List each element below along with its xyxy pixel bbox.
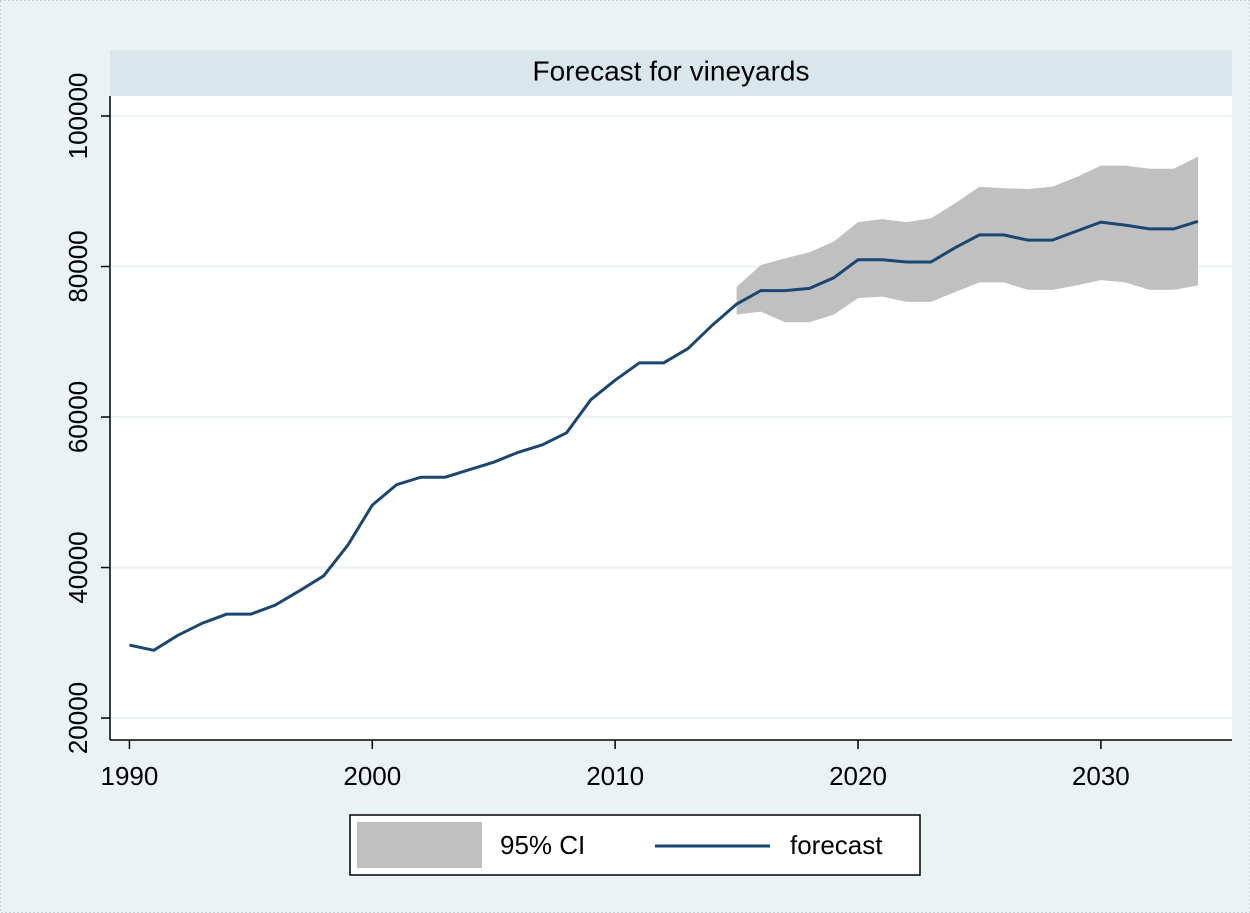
y-tick-label: 60000	[63, 381, 93, 453]
x-tick-label: 2000	[343, 761, 401, 791]
legend-label: 95% CI	[500, 830, 585, 860]
x-tick-label: 2010	[586, 761, 644, 791]
ci-band	[736, 156, 1198, 323]
y-tick-label: 100000	[63, 73, 93, 160]
x-tick-label: 1990	[101, 761, 159, 791]
y-tick-label: 40000	[63, 531, 93, 603]
legend-label: forecast	[790, 830, 883, 860]
x-tick-label: 2020	[829, 761, 887, 791]
legend-swatch	[357, 822, 482, 868]
title-band	[110, 50, 1232, 96]
forecast-line	[129, 219, 1199, 652]
chart-title: Forecast for vineyards	[533, 55, 810, 86]
y-tick-label: 80000	[63, 230, 93, 302]
x-tick-label: 2030	[1072, 761, 1130, 791]
y-tick-label: 20000	[63, 682, 93, 754]
